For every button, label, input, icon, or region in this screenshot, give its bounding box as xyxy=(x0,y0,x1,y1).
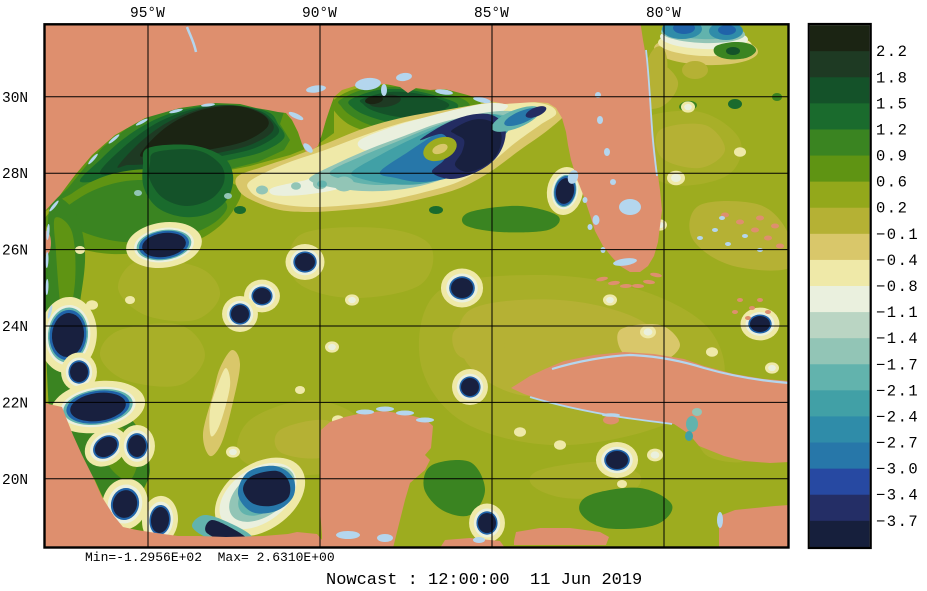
svg-text:−2.1: −2.1 xyxy=(876,382,919,400)
svg-text:−1.1: −1.1 xyxy=(876,304,919,322)
svg-text:−0.4: −0.4 xyxy=(876,252,919,270)
svg-text:1.8: 1.8 xyxy=(876,69,908,87)
svg-text:90°W: 90°W xyxy=(302,6,337,22)
svg-text:0.6: 0.6 xyxy=(876,174,908,192)
svg-text:−1.4: −1.4 xyxy=(876,330,919,348)
svg-text:−3.7: −3.7 xyxy=(876,513,919,531)
svg-text:−2.7: −2.7 xyxy=(876,435,919,453)
svg-text:−0.8: −0.8 xyxy=(876,278,919,296)
svg-text:20N: 20N xyxy=(2,473,28,489)
svg-text:−3.0: −3.0 xyxy=(876,461,919,479)
svg-text:Nowcast : 12:00:00 11 Jun 201: Nowcast : 12:00:00 11 Jun 2019 xyxy=(326,571,642,590)
svg-text:1.5: 1.5 xyxy=(876,95,908,113)
svg-text:−1.7: −1.7 xyxy=(876,356,919,374)
svg-text:0.9: 0.9 xyxy=(876,148,908,166)
svg-text:28N: 28N xyxy=(2,167,28,183)
svg-text:1.2: 1.2 xyxy=(876,122,908,140)
svg-text:26N: 26N xyxy=(2,244,28,260)
svg-text:80°W: 80°W xyxy=(646,6,681,22)
svg-text:2.2: 2.2 xyxy=(876,43,908,61)
svg-text:85°W: 85°W xyxy=(474,6,509,22)
svg-text:95°W: 95°W xyxy=(130,6,165,22)
svg-text:24N: 24N xyxy=(2,320,28,336)
svg-text:0.2: 0.2 xyxy=(876,200,908,218)
svg-text:30N: 30N xyxy=(2,91,28,107)
svg-text:−2.4: −2.4 xyxy=(876,408,919,426)
svg-text:−3.4: −3.4 xyxy=(876,487,919,505)
svg-text:−0.1: −0.1 xyxy=(876,226,919,244)
svg-text:Min=-1.2956E+02 Max= 2.6310E+: Min=-1.2956E+02 Max= 2.6310E+00 xyxy=(85,550,335,565)
svg-text:22N: 22N xyxy=(2,396,28,412)
